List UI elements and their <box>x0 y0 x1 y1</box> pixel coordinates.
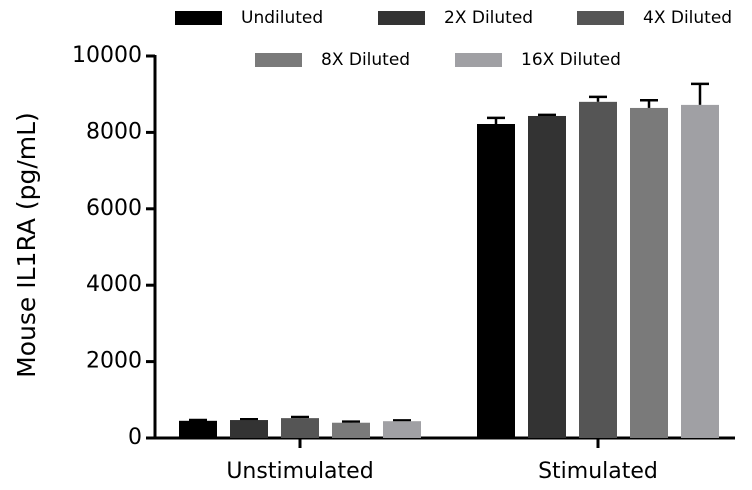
legend-label: Undiluted <box>241 8 323 28</box>
y-tick-label: 6000 <box>86 196 142 221</box>
legend-label: 16X Diluted <box>521 50 621 70</box>
legend-label: 8X Diluted <box>321 50 410 70</box>
bar <box>383 421 421 438</box>
y-tick-label: 8000 <box>86 119 142 144</box>
bar <box>579 101 617 438</box>
legend-label: 4X Diluted <box>643 8 732 28</box>
x-tick-label: Stimulated <box>538 459 658 484</box>
x-tick-label: Unstimulated <box>226 459 373 484</box>
y-tick-label: 2000 <box>86 349 142 374</box>
bar <box>179 420 217 438</box>
legend-swatch <box>255 53 302 67</box>
bar <box>477 123 515 438</box>
bar <box>528 115 566 438</box>
legend-label: 2X Diluted <box>444 8 533 28</box>
legend-swatch <box>577 11 624 25</box>
y-tick-label: 0 <box>128 425 142 450</box>
bar <box>630 107 668 439</box>
y-tick-label: 4000 <box>86 272 142 297</box>
y-axis-label: Mouse IL1RA (pg/mL) <box>12 112 41 378</box>
bar <box>681 104 719 439</box>
legend-swatch <box>175 11 222 25</box>
bar <box>332 422 370 438</box>
bar <box>230 420 268 438</box>
bar <box>281 418 319 438</box>
legend-swatch <box>378 11 425 25</box>
legend-swatch <box>455 53 502 67</box>
y-tick-label: 10000 <box>72 43 142 68</box>
